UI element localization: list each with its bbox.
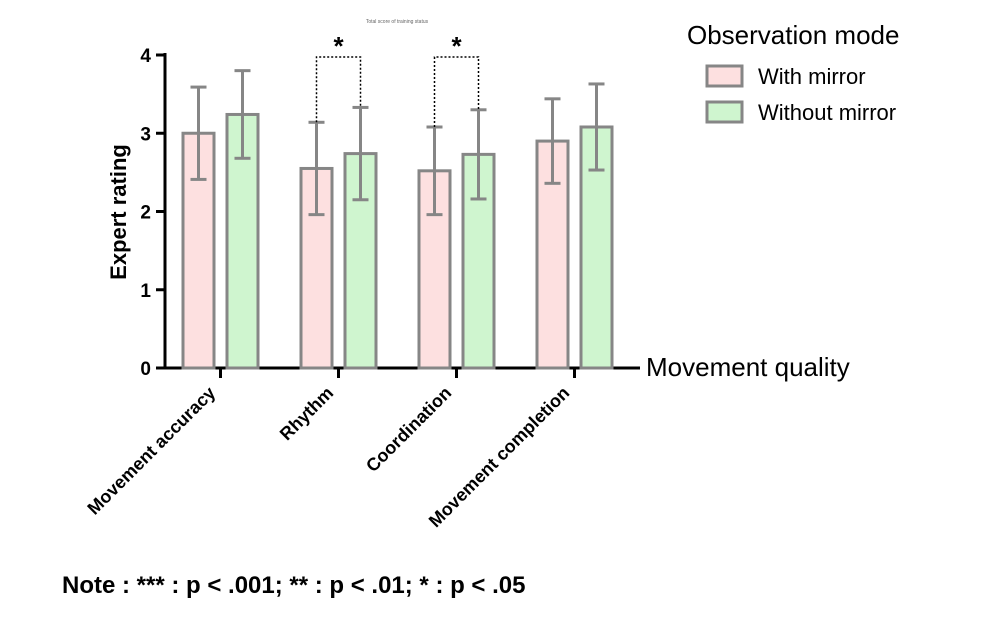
legend-entry-label: Without mirror [758, 100, 896, 125]
y-axis: 0 1 2 3 4 [140, 46, 167, 380]
y-tick-label: 0 [140, 359, 151, 380]
y-axis-label: Expert rating [106, 144, 131, 280]
significance-group: * * [315, 31, 480, 127]
y-tick-label: 3 [140, 124, 151, 145]
x-axis-label: Movement quality [646, 352, 850, 382]
error-bars-group [190, 69, 605, 217]
legend-entry-label: With mirror [758, 64, 866, 89]
chart-title: Total score of training status [366, 19, 429, 25]
significance-marker: * [451, 31, 462, 61]
legend-swatch [705, 64, 744, 88]
significance-marker: * [333, 31, 344, 61]
x-tick-label: Movement accuracy [83, 383, 219, 519]
significance-bracket [433, 56, 480, 127]
bars-group [181, 112, 614, 370]
x-tick-label: Coordination [362, 383, 455, 476]
y-tick-label: 4 [140, 46, 151, 67]
bar [181, 131, 216, 370]
bar [299, 166, 334, 370]
legend-title: Observation mode [687, 20, 899, 50]
significance-note: Note : *** : p < .001; ** : p < .01; * :… [62, 572, 526, 599]
legend: Observation mode With mirror Without mirr… [687, 20, 899, 125]
y-tick-label: 2 [140, 203, 151, 224]
x-tick-label: Rhythm [276, 383, 338, 445]
legend-swatch [705, 100, 744, 124]
x-axis: Movement accuracy Rhythm CoordinationMovem… [83, 366, 640, 531]
y-tick-label: 1 [140, 281, 151, 302]
significance-bracket [315, 56, 362, 123]
